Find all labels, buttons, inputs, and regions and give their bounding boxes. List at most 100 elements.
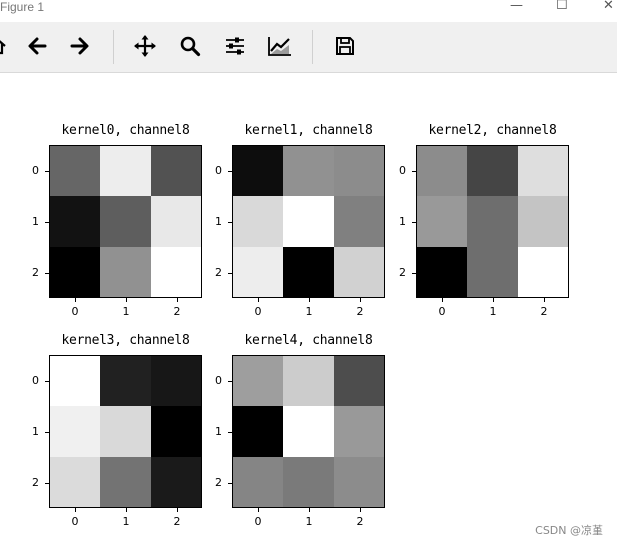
heatmap-cell	[333, 146, 384, 197]
heatmap-cell	[233, 146, 284, 197]
x-tick-label: 1	[122, 515, 130, 528]
x-tick-label: 0	[254, 515, 262, 528]
subplot-title: kernel4, channel8	[244, 333, 373, 348]
heatmap-cell	[233, 356, 284, 407]
matplotlib-toolbar	[0, 22, 617, 73]
x-tick-label: 0	[71, 515, 79, 528]
heatmap-cell	[517, 146, 568, 197]
edit-axis-button[interactable]	[265, 31, 295, 61]
configure-subplots-button[interactable]	[220, 31, 250, 61]
y-tick-label: 1	[32, 424, 39, 438]
heatmap-cell	[50, 246, 101, 297]
zoom-button[interactable]	[175, 31, 205, 61]
heatmap-cell	[150, 246, 201, 297]
x-tick-label: 1	[305, 515, 313, 528]
x-tick-mark	[125, 508, 127, 512]
back-icon	[28, 37, 47, 55]
x-tick-mark	[308, 298, 310, 302]
heatmap-cell	[150, 456, 201, 507]
heatmap-cell	[100, 356, 151, 407]
x-tick-mark	[257, 508, 259, 512]
heatmap-axes[interactable]	[49, 145, 202, 298]
y-tick-mark	[45, 221, 49, 223]
heatmap-cell	[150, 356, 201, 407]
heatmap-cell	[283, 356, 334, 407]
y-tick-label: 1	[32, 214, 39, 228]
y-tick-mark	[412, 272, 416, 274]
y-tick-label: 2	[399, 265, 406, 279]
y-tick-label: 0	[215, 373, 222, 387]
heatmap-cell	[417, 246, 468, 297]
x-tick-mark	[257, 298, 259, 302]
subplot-title: kernel3, channel8	[61, 333, 190, 348]
heatmap-cell	[333, 246, 384, 297]
forward-icon	[70, 37, 89, 55]
heatmap-cell	[283, 456, 334, 507]
y-tick-mark	[228, 170, 232, 172]
heatmap-cell	[517, 246, 568, 297]
y-tick-mark	[45, 482, 49, 484]
heatmap-axes[interactable]	[232, 355, 385, 508]
x-tick-label: 2	[173, 515, 181, 528]
x-tick-label: 2	[540, 305, 548, 318]
x-tick-mark	[176, 508, 178, 512]
forward-button[interactable]	[65, 31, 95, 61]
y-tick-mark	[412, 170, 416, 172]
watermark: CSDN @凉堇	[535, 524, 603, 537]
toolbar-separator	[312, 30, 313, 64]
x-tick-mark	[543, 298, 545, 302]
x-tick-mark	[74, 298, 76, 302]
heatmap-cell	[150, 406, 201, 457]
heatmap-cell	[467, 196, 518, 247]
y-tick-label: 0	[215, 163, 222, 177]
window-titlebar: Figure 1 — ☐ ✕	[0, 0, 617, 22]
heatmap-cell	[100, 246, 151, 297]
heatmap-axes[interactable]	[49, 355, 202, 508]
heatmap-cell	[283, 196, 334, 247]
y-tick-mark	[228, 221, 232, 223]
save-button[interactable]	[330, 31, 360, 61]
heatmap-cell	[50, 406, 101, 457]
x-tick-label: 0	[254, 305, 262, 318]
heatmap-cell	[50, 196, 101, 247]
y-tick-mark	[228, 431, 232, 433]
heatmap-cell	[100, 456, 151, 507]
configure-subplots-icon	[226, 37, 244, 55]
y-tick-label: 2	[32, 475, 39, 489]
back-button[interactable]	[22, 31, 52, 61]
heatmap-cell	[233, 406, 284, 457]
save-icon	[336, 37, 354, 55]
heatmap-cell	[333, 406, 384, 457]
y-tick-label: 1	[399, 214, 406, 228]
x-tick-label: 2	[173, 305, 181, 318]
heatmap-axes[interactable]	[232, 145, 385, 298]
heatmap-cell	[100, 146, 151, 197]
y-tick-label: 2	[215, 265, 222, 279]
y-tick-mark	[228, 380, 232, 382]
y-tick-label: 2	[215, 475, 222, 489]
heatmap-cell	[150, 196, 201, 247]
heatmap-cell	[50, 456, 101, 507]
heatmap-cell	[417, 146, 468, 197]
heatmap-cell	[100, 196, 151, 247]
figure-canvas[interactable]: kernel0, channel8 0 1 2 0 1 2 kernel1, channel8…	[0, 73, 617, 547]
y-tick-mark	[228, 482, 232, 484]
y-tick-label: 1	[215, 214, 222, 228]
heatmap-cell	[333, 196, 384, 247]
maximize-button[interactable]: ☐	[556, 0, 568, 13]
pan-button[interactable]	[130, 31, 160, 61]
x-tick-mark	[492, 298, 494, 302]
close-button[interactable]: ✕	[603, 0, 614, 13]
x-tick-label: 2	[356, 515, 364, 528]
x-tick-mark	[74, 508, 76, 512]
home-button[interactable]	[0, 31, 12, 61]
heatmap-cell	[50, 356, 101, 407]
heatmap-axes[interactable]	[416, 145, 569, 298]
y-tick-label: 1	[215, 424, 222, 438]
heatmap-cell	[150, 146, 201, 197]
heatmap-cell	[333, 456, 384, 507]
y-tick-mark	[45, 431, 49, 433]
minimize-button[interactable]: —	[510, 0, 523, 13]
x-tick-mark	[125, 298, 127, 302]
x-tick-label: 2	[356, 305, 364, 318]
